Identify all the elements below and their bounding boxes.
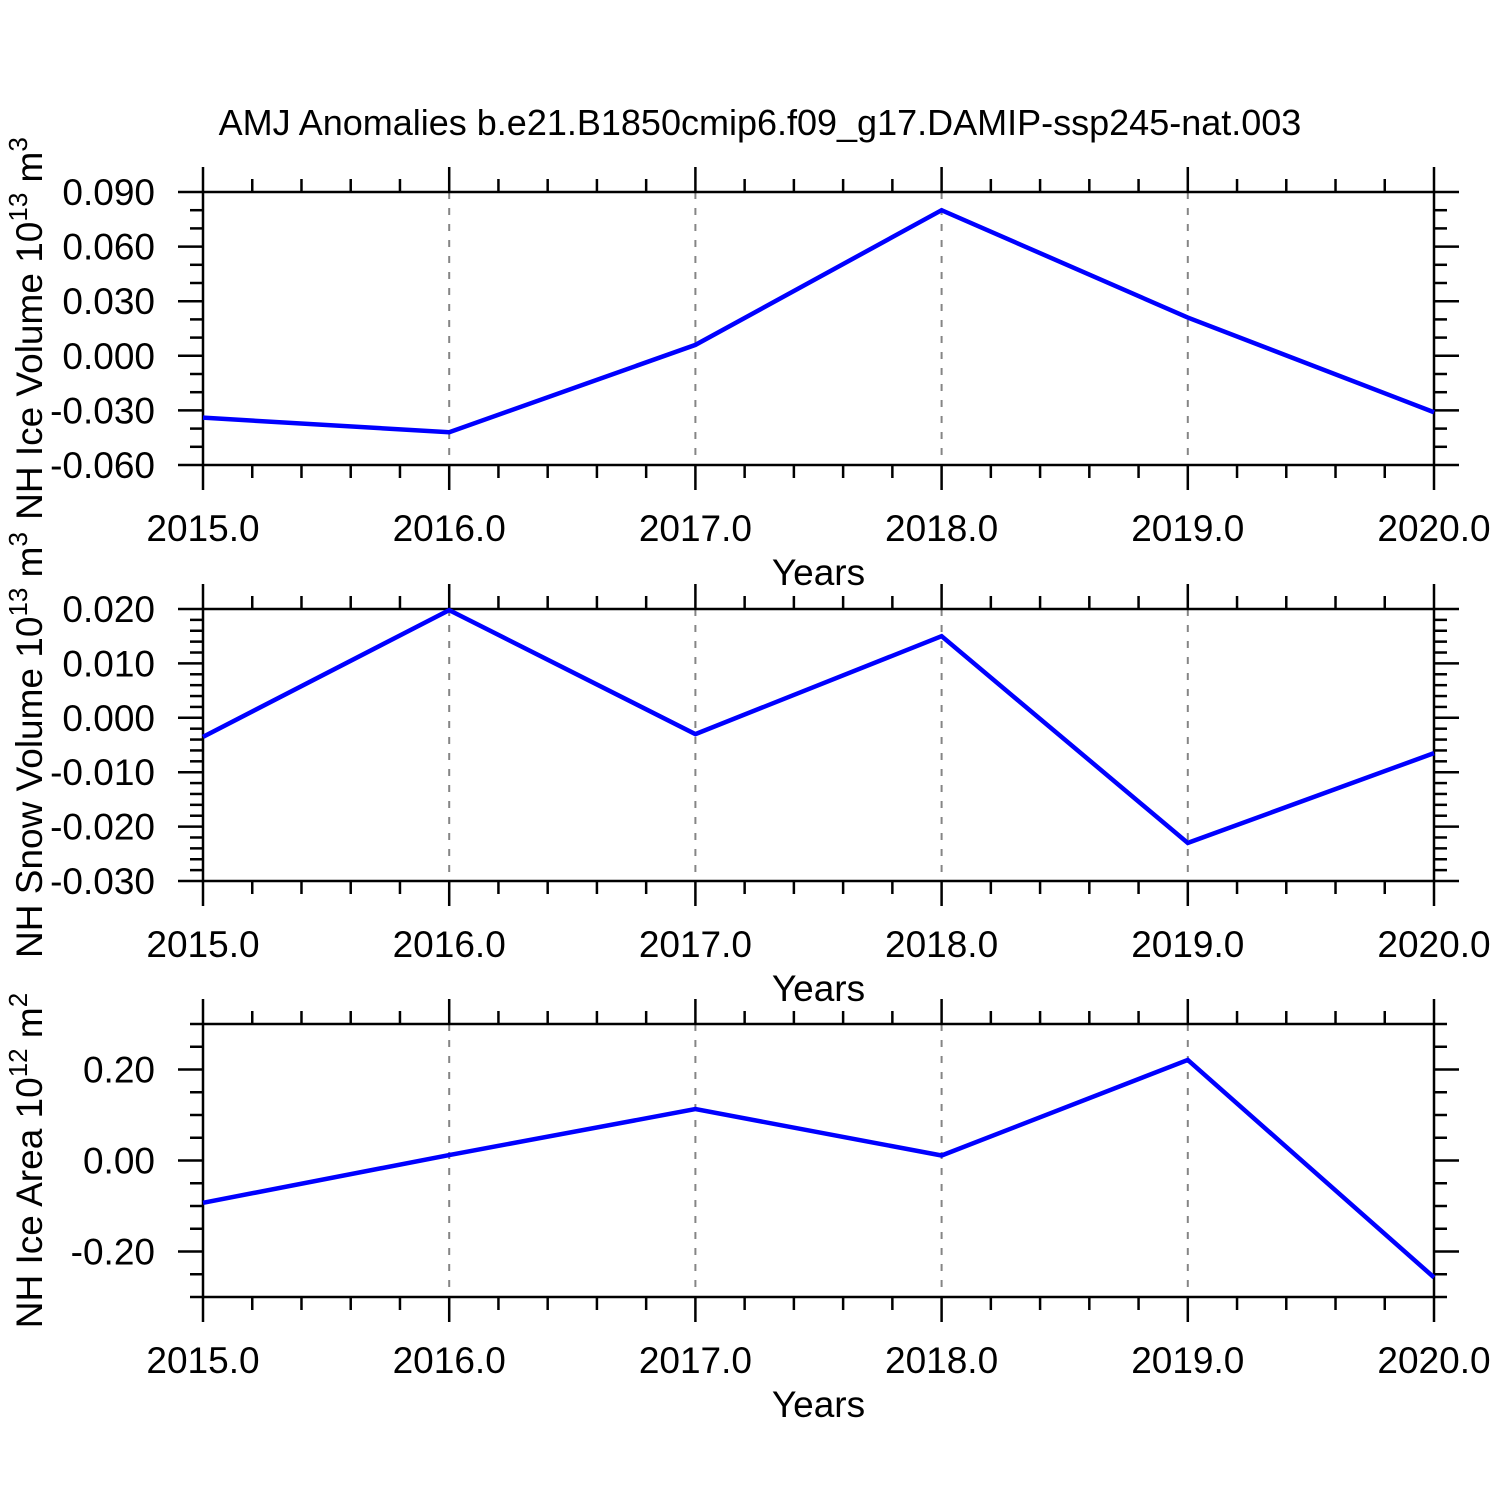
x-tick-label: 2015.0 bbox=[146, 1340, 259, 1381]
y-axis-title: NH Ice Area 1012 m2 bbox=[3, 993, 50, 1328]
axis-box bbox=[201, 607, 1436, 883]
x-tick-label: 2017.0 bbox=[639, 508, 752, 549]
figure-title: AMJ Anomalies b.e21.B1850cmip6.f09_g17.D… bbox=[218, 102, 1302, 143]
axis-box bbox=[201, 190, 1436, 467]
x-tick-label: 2017.0 bbox=[639, 1340, 752, 1381]
y-tick-label: -0.010 bbox=[50, 752, 155, 793]
x-tick-label: 2017.0 bbox=[639, 924, 752, 965]
data-line-nh-ice-volume bbox=[202, 207, 1435, 435]
y-tick-label: -0.030 bbox=[50, 390, 155, 431]
y-tick-label: -0.030 bbox=[50, 861, 155, 902]
x-tick-label: 2016.0 bbox=[393, 1340, 506, 1381]
y-axis-title: NH Ice Volume 1013 m3 bbox=[3, 137, 50, 520]
x-tick-label: 2015.0 bbox=[146, 508, 259, 549]
y-tick-label: 0.000 bbox=[62, 336, 155, 377]
x-tick-label: 2019.0 bbox=[1131, 924, 1244, 965]
x-axis-title: Years bbox=[772, 552, 865, 593]
y-tick-label: 0.010 bbox=[62, 643, 155, 684]
x-tick-label: 2020.0 bbox=[1377, 924, 1490, 965]
x-tick-label: 2016.0 bbox=[393, 924, 506, 965]
y-tick-label: 0.060 bbox=[62, 227, 155, 268]
axis-box bbox=[201, 1022, 1436, 1299]
y-tick-label: 0.00 bbox=[83, 1141, 155, 1182]
x-tick-label: 2019.0 bbox=[1131, 1340, 1244, 1381]
y-tick-label: -0.020 bbox=[50, 807, 155, 848]
x-tick-label: 2018.0 bbox=[885, 508, 998, 549]
x-tick-label: 2015.0 bbox=[146, 924, 259, 965]
y-tick-label: -0.060 bbox=[50, 445, 155, 486]
y-tick-label: -0.20 bbox=[71, 1232, 155, 1273]
x-tick-label: 2016.0 bbox=[393, 508, 506, 549]
y-axis-title: NH Snow Volume 1013 m3 bbox=[3, 532, 50, 958]
x-axis-title: Years bbox=[772, 968, 865, 1009]
y-tick-label: 0.090 bbox=[62, 172, 155, 213]
data-line-nh-snow-volume bbox=[201, 607, 1435, 846]
x-tick-label: 2020.0 bbox=[1377, 1340, 1490, 1381]
x-tick-label: 2018.0 bbox=[885, 1340, 998, 1381]
y-tick-label: 0.20 bbox=[83, 1050, 155, 1091]
x-axis-title: Years bbox=[772, 1384, 865, 1425]
y-tick-label: 0.030 bbox=[62, 281, 155, 322]
x-tick-label: 2018.0 bbox=[885, 924, 998, 965]
x-tick-label: 2020.0 bbox=[1377, 508, 1490, 549]
y-tick-label: 0.000 bbox=[62, 698, 155, 739]
data-line-nh-ice-area bbox=[202, 1057, 1436, 1280]
y-tick-label: 0.020 bbox=[62, 589, 155, 630]
x-tick-label: 2019.0 bbox=[1131, 508, 1244, 549]
